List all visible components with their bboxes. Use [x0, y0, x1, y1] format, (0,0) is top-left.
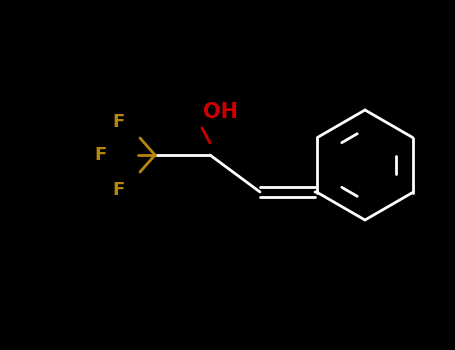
Text: F: F	[94, 146, 106, 164]
Text: F: F	[112, 181, 124, 199]
Text: F: F	[112, 113, 124, 131]
Text: OH: OH	[202, 102, 238, 122]
